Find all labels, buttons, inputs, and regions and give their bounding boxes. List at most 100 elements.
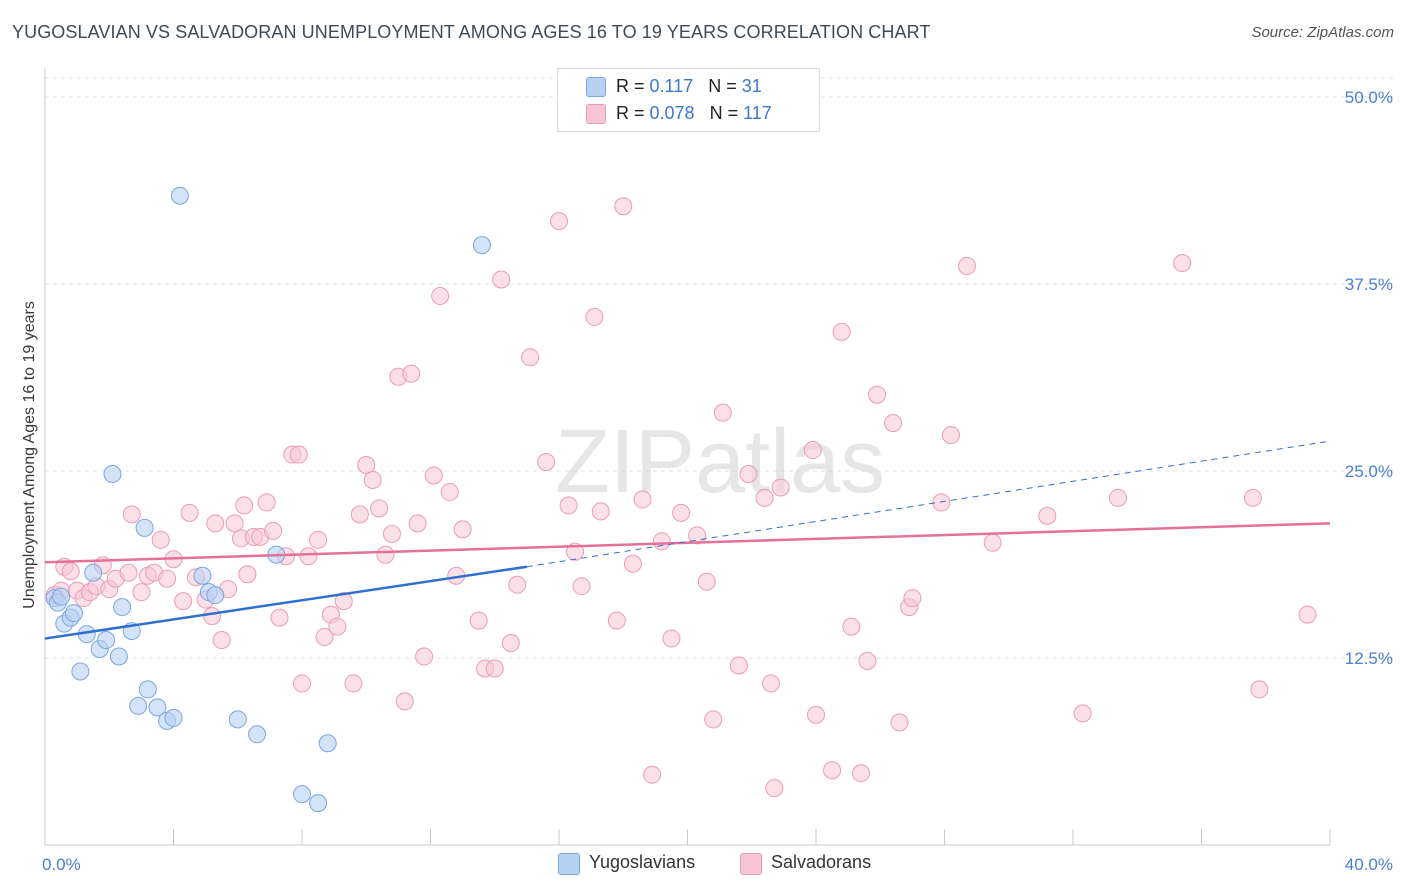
salvadoran-point — [440, 482, 459, 501]
yugoslavian-point — [138, 680, 157, 699]
salvadoran-point — [395, 692, 414, 711]
legend-r-label: R = — [616, 103, 650, 123]
salvadoran-point — [903, 589, 922, 608]
yugoslavians-trend-extension — [526, 440, 1331, 568]
salvadoran-point — [492, 270, 511, 289]
salvadoran-point — [1173, 254, 1192, 273]
salvadoran-point — [851, 764, 870, 783]
salvadoran-point — [771, 478, 790, 497]
salvadoran-point — [344, 674, 363, 693]
salvadoran-point — [607, 611, 626, 630]
yugoslavian-point — [193, 566, 212, 585]
salvadoran-point — [713, 403, 732, 422]
salvadoran-point — [704, 710, 723, 729]
salvadoran-point — [803, 441, 822, 460]
salvadoran-point — [334, 592, 353, 611]
salvadorans-trend-line — [44, 522, 1331, 564]
trend-lines — [44, 440, 1331, 640]
salvadoran-point — [257, 493, 276, 512]
salvadoran-point — [151, 530, 170, 549]
salvadoran-point — [376, 545, 395, 564]
salvadoran-point — [1073, 704, 1092, 723]
salvadoran-point — [415, 647, 434, 666]
salvadoran-point — [363, 470, 382, 489]
yugoslavian-point — [472, 236, 491, 255]
salvadoran-point — [225, 514, 244, 533]
salvadoran-point — [299, 547, 318, 566]
y-axis-label: Unemployment Among Ages 16 to 19 years — [21, 301, 38, 609]
salvadoran-point — [1038, 506, 1057, 525]
salvadoran-point — [212, 631, 231, 650]
salvadoran-point — [350, 505, 369, 524]
yugoslavian-point — [170, 186, 189, 205]
yugoslavian-point — [148, 698, 167, 717]
salvadoran-point — [469, 611, 488, 630]
salvadoran-point — [884, 414, 903, 433]
salvadoran-point — [289, 445, 308, 464]
salvadoran-point — [315, 628, 334, 647]
salvadoran-point — [1250, 680, 1269, 699]
yugoslavian-point — [97, 631, 116, 650]
salvadoran-point — [238, 565, 257, 584]
y-tick-label: 12.5% — [1345, 649, 1393, 668]
salvadoran-point — [890, 713, 909, 732]
salvadoran-point — [662, 629, 681, 648]
legend-row-salvadorans: R = 0.078 N = 117 — [616, 103, 772, 124]
watermark: ZIPatlas — [555, 412, 885, 512]
salvadoran-point — [697, 572, 716, 591]
salvadoran-point — [132, 583, 151, 602]
salvadoran-point — [408, 514, 427, 533]
bottom-legend-salvadorans: Salvadorans — [771, 852, 872, 872]
salvadoran-point — [158, 569, 177, 588]
yugoslavian-point — [135, 518, 154, 537]
salvadoran-point — [858, 651, 877, 670]
chart-title: YUGOSLAVIAN VS SALVADORAN UNEMPLOYMENT A… — [12, 22, 931, 42]
salvadoran-point — [508, 575, 527, 594]
salvadoran-point — [932, 493, 951, 512]
salvadoran-point — [591, 502, 610, 521]
salvadoran-point — [61, 562, 80, 581]
bottom-legend-swatch-salvadorans — [740, 853, 762, 875]
salvadoran-point — [823, 761, 842, 780]
bottom-legend-swatch-yugoslavians — [558, 853, 580, 875]
salvadoran-point — [180, 503, 199, 522]
salvadoran-point — [424, 466, 443, 485]
axes — [44, 68, 1331, 846]
y-tick-label: 37.5% — [1345, 275, 1393, 294]
salvadoran-point — [643, 765, 662, 784]
salvadoran-point — [203, 607, 222, 626]
salvadoran-point — [370, 499, 389, 518]
salvadoran-point — [983, 533, 1002, 552]
salvadoran-point — [1108, 488, 1127, 507]
salvadoran-point — [941, 426, 960, 445]
yugoslavian-point — [228, 710, 247, 729]
x-tick-labels: 0.0% 40.0% — [42, 855, 1393, 874]
salvadoran-point — [501, 634, 520, 653]
salvadoran-point — [1243, 488, 1262, 507]
x-tick-label: 40.0% — [1345, 855, 1393, 874]
salvadoran-point — [842, 617, 861, 636]
salvadoran-point — [729, 656, 748, 675]
salvadoran-point — [264, 521, 283, 540]
salvadoran-point — [755, 488, 774, 507]
yugoslavian-point — [113, 598, 132, 617]
salvadoran-point — [765, 779, 784, 798]
yugoslavian-point — [206, 586, 225, 605]
salvadoran-point — [550, 212, 568, 231]
chart-source: Source: ZipAtlas.com — [1251, 24, 1394, 41]
salvadoran-point — [431, 286, 450, 305]
yugoslavian-point — [248, 725, 267, 744]
salvadoran-point — [537, 453, 556, 472]
yugoslavian-point — [318, 734, 337, 753]
legend-r-value: 0.117 — [649, 76, 694, 96]
yugoslavian-point — [109, 647, 128, 666]
salvadoran-point — [119, 563, 138, 582]
x-tick-label: 0.0% — [42, 855, 81, 874]
legend-n-value: 31 — [741, 76, 762, 96]
salvadoran-point — [585, 307, 604, 326]
legend-swatch-yugoslavians — [586, 77, 606, 97]
salvadoran-point — [832, 322, 851, 341]
yugoslavian-point — [52, 587, 71, 606]
y-tick-labels: 12.5% 25.0% 37.5% 50.0% — [1345, 88, 1393, 668]
